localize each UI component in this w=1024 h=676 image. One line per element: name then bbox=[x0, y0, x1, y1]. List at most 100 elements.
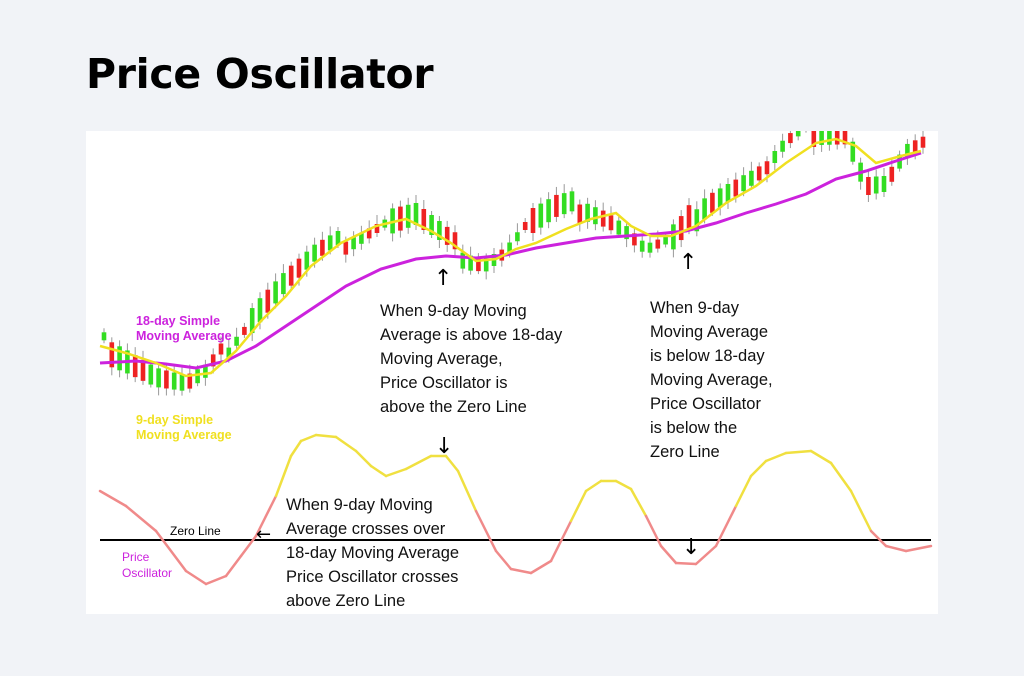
oscillator-segment bbox=[384, 467, 408, 478]
price-oscillator-chart: 18-day Simple Moving Average 9-day Simple… bbox=[98, 131, 933, 610]
oscillator-segment bbox=[884, 544, 908, 553]
candle bbox=[819, 131, 824, 152]
oscillator-segment bbox=[644, 514, 663, 548]
oscillator-segment bbox=[584, 479, 603, 493]
oscillator-segment bbox=[784, 449, 813, 455]
oscillator-segment bbox=[98, 489, 128, 508]
candle bbox=[811, 131, 817, 155]
oscillator-segment bbox=[764, 451, 788, 463]
candle bbox=[593, 200, 598, 231]
oscillator-segment bbox=[254, 494, 278, 538]
oscillator-segment bbox=[749, 459, 768, 478]
oscillator-segment bbox=[829, 461, 853, 493]
candle bbox=[850, 137, 856, 165]
candle bbox=[132, 347, 138, 383]
candle bbox=[827, 131, 832, 151]
oscillator-segment bbox=[456, 469, 478, 513]
candle bbox=[702, 189, 707, 224]
candle bbox=[741, 167, 746, 197]
candle bbox=[795, 131, 801, 141]
candle bbox=[788, 131, 793, 149]
oscillator-segment bbox=[444, 454, 460, 473]
candle bbox=[273, 273, 278, 309]
candle bbox=[288, 261, 294, 289]
candle bbox=[522, 218, 528, 233]
oscillator-segment bbox=[809, 449, 833, 465]
candle bbox=[577, 199, 583, 232]
candle bbox=[647, 234, 653, 258]
candle bbox=[405, 197, 411, 234]
candle bbox=[639, 233, 645, 258]
oscillator-segment bbox=[569, 489, 588, 523]
candle bbox=[460, 244, 466, 274]
chart-panel: 18-day Simple Moving Average 9-day Simple… bbox=[86, 131, 938, 614]
candle bbox=[281, 264, 286, 299]
candle bbox=[805, 131, 807, 133]
annotation-above: When 9-day Moving Average is above 18-da… bbox=[380, 302, 567, 416]
candle bbox=[694, 201, 700, 237]
candle bbox=[242, 322, 247, 338]
oscillator-segment bbox=[849, 489, 873, 533]
candle bbox=[881, 168, 887, 197]
candle bbox=[437, 216, 442, 248]
candle bbox=[109, 337, 115, 376]
oscillator-segment bbox=[494, 549, 513, 571]
candle bbox=[101, 328, 107, 344]
oscillator-segment bbox=[474, 509, 498, 553]
candle bbox=[179, 366, 185, 396]
oscillator-segment bbox=[714, 504, 738, 548]
oscillator-segment bbox=[629, 487, 648, 518]
oscillator-segment bbox=[869, 529, 888, 548]
candle bbox=[632, 227, 637, 253]
down-arrow-icon: ↓ bbox=[682, 535, 700, 560]
candle bbox=[359, 225, 364, 250]
candlestick-series bbox=[101, 131, 926, 396]
oscillator-line bbox=[98, 433, 933, 586]
oscillator-segment bbox=[614, 479, 633, 491]
annotation-below: When 9-day Moving Average is below 18-da… bbox=[650, 299, 777, 461]
zero-line-label: Zero Line bbox=[170, 524, 221, 538]
candle bbox=[249, 303, 255, 342]
oscillator-segment bbox=[184, 569, 208, 586]
ma18-line bbox=[99, 151, 922, 370]
candle bbox=[780, 133, 785, 158]
ma9-line bbox=[99, 137, 922, 378]
candle bbox=[756, 162, 762, 184]
oscillator-segment bbox=[239, 534, 258, 558]
annotation-cross: When 9-day Moving Average crosses over 1… bbox=[286, 496, 464, 610]
candle bbox=[710, 188, 715, 216]
candle bbox=[624, 221, 629, 248]
oscillator-segment bbox=[204, 574, 228, 586]
candle bbox=[210, 348, 216, 374]
candle bbox=[218, 336, 224, 361]
candle bbox=[834, 131, 840, 150]
candle bbox=[749, 161, 754, 190]
candle bbox=[671, 219, 676, 258]
oscillator-segment bbox=[334, 435, 358, 453]
oscillator-segment bbox=[694, 544, 718, 566]
candle bbox=[554, 186, 559, 222]
oscillator-segment bbox=[549, 519, 573, 563]
candle bbox=[663, 232, 668, 248]
up-arrow-icon: ↑ bbox=[679, 250, 697, 275]
candle bbox=[616, 216, 622, 238]
candle bbox=[538, 197, 544, 235]
oscillator-segment bbox=[904, 544, 933, 553]
candle bbox=[187, 364, 193, 393]
candle bbox=[725, 178, 731, 209]
candle bbox=[608, 206, 614, 235]
ma9-legend: 9-day Simple Moving Average bbox=[136, 413, 232, 442]
candle bbox=[585, 197, 590, 229]
candle bbox=[569, 187, 575, 215]
oscillator-segment bbox=[529, 559, 553, 575]
candle bbox=[866, 171, 871, 202]
oscillator-segment bbox=[299, 433, 318, 443]
candle bbox=[117, 340, 122, 378]
candle bbox=[452, 225, 458, 256]
candle bbox=[530, 203, 536, 241]
candle bbox=[148, 360, 154, 388]
candle bbox=[678, 210, 684, 248]
down-arrow-icon: ↓ bbox=[435, 434, 453, 459]
candle bbox=[772, 145, 778, 170]
candle bbox=[351, 231, 356, 257]
